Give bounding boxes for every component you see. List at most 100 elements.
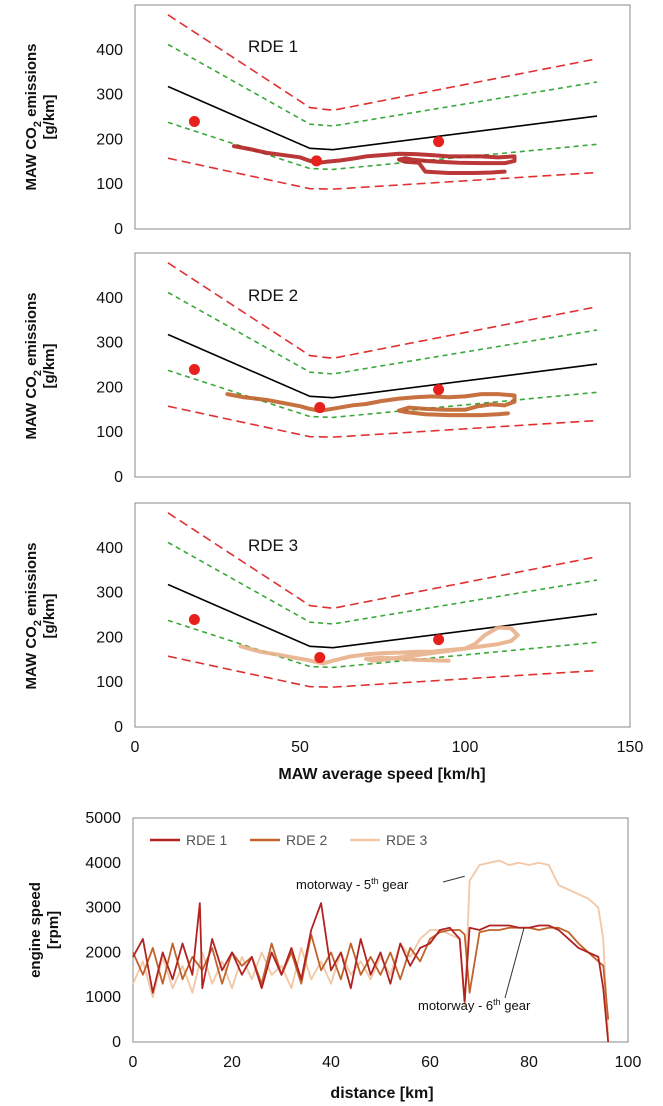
rde2-title: RDE 2: [248, 286, 298, 305]
y-tick-label: 4000: [85, 855, 121, 872]
x-tick-label: 60: [421, 1054, 439, 1071]
engine-y-label-line1: engine speed: [27, 882, 44, 978]
y-tick-label: 0: [112, 1034, 121, 1051]
series-line-rde-3: [132, 859, 610, 1038]
rde2-y-label-line2: [g/km]: [41, 343, 58, 388]
x-tick-label: 20: [223, 1054, 241, 1071]
engine-x-label: distance [km]: [330, 1085, 433, 1102]
legend-label: RDE 1: [186, 832, 227, 848]
engine-legend: RDE 1 RDE 2 RDE 3: [150, 832, 427, 848]
y-tick-label: 5000: [85, 810, 121, 827]
reference-point: [188, 613, 200, 625]
characteristic-curve: [167, 85, 598, 151]
series-line-rde-2: [132, 926, 610, 1020]
x-tick-label: 80: [520, 1054, 538, 1071]
green-upper-tolerance-line: [167, 43, 598, 127]
reference-point: [433, 136, 445, 148]
x-tick-label: 150: [617, 739, 644, 756]
engine-plot-area: [132, 817, 629, 1043]
green-lower-tolerance-line: [167, 619, 598, 669]
y-tick-label: 400: [96, 540, 123, 557]
rde1-reference-points: [188, 115, 445, 167]
x-tick-label: 100: [615, 1054, 642, 1071]
annotation-6th-gear-leader: [504, 927, 525, 999]
rde1-title: RDE 1: [248, 37, 298, 56]
x-tick-label: 100: [452, 739, 479, 756]
red-upper-limit-line: [167, 262, 598, 360]
reference-point: [311, 155, 322, 167]
green-lower-tolerance-line: [167, 369, 598, 419]
annotation-superscript: th: [493, 997, 501, 1007]
y-tick-label: 300: [96, 585, 123, 602]
annotation-superscript: th: [371, 876, 379, 886]
rde3-title: RDE 3: [248, 536, 298, 555]
rde2-panel: RDE 2 0 100 200 300 400 MAW CO2 emissions [g…: [23, 252, 631, 486]
red-lower-limit-line: [167, 655, 598, 688]
rde3-y-ticks: 0 100 200 300 400: [96, 540, 123, 736]
rde3-y-label-line1: MAW CO2 emissions: [23, 543, 44, 690]
red-lower-limit-line: [167, 405, 598, 438]
y-tick-label: 3000: [85, 900, 121, 917]
annotation-text-tail: gear: [501, 998, 531, 1013]
rde3-y-label-line2: [g/km]: [41, 593, 58, 638]
y-tick-label: 100: [96, 176, 123, 193]
annotation-text: motorway - 6: [418, 998, 493, 1013]
red-upper-limit-line: [167, 14, 598, 112]
rde3-reference-curves: [167, 512, 598, 688]
y-tick-label: 300: [96, 87, 123, 104]
annotation-text: motorway - 5: [296, 877, 371, 892]
engine-y-ticks: 0 1000 2000 3000 4000 5000: [85, 810, 121, 1051]
reference-point: [188, 115, 200, 127]
y-tick-label: 200: [96, 131, 123, 148]
x-tick-label: 0: [131, 739, 140, 756]
y-tick-label: 1000: [85, 989, 121, 1006]
rde2-reference-points: [188, 363, 445, 414]
engine-speed-panel: 0 1000 2000 3000 4000 5000 0 20 40 60 80 100 RDE 1…: [27, 810, 641, 1102]
reference-point: [433, 634, 445, 646]
annotation-5th-gear: motorway - 5th gear: [296, 876, 409, 892]
rde1-y-label-line1: MAW CO2 emissions: [23, 44, 44, 191]
y-tick-label: 200: [96, 379, 123, 396]
legend-label: RDE 2: [286, 832, 327, 848]
green-upper-tolerance-line: [167, 541, 598, 625]
annotation-text-tail: gear: [379, 877, 409, 892]
y-tick-label: 0: [114, 719, 123, 736]
rde3-x-label: MAW average speed [km/h]: [278, 766, 485, 783]
y-tick-label: 100: [96, 424, 123, 441]
y-tick-label: 2000: [85, 944, 121, 961]
reference-point: [314, 402, 326, 414]
rde2-y-label-line1: MAW CO2 emissions: [23, 293, 44, 440]
rde1-y-label-line2: [g/km]: [41, 94, 58, 139]
rde3-reference-points: [188, 613, 445, 664]
rde2-y-ticks: 0 100 200 300 400: [96, 290, 123, 486]
x-tick-label: 40: [322, 1054, 340, 1071]
rde3-x-ticks: 0 50 100 150: [131, 739, 644, 756]
x-tick-label: 0: [129, 1054, 138, 1071]
rde2-reference-curves: [167, 262, 598, 438]
y-tick-label: 0: [114, 221, 123, 238]
rde1-panel: RDE 1 0 100 200 300 400 MAW CO2 emissions [g…: [23, 4, 631, 238]
y-tick-label: 200: [96, 629, 123, 646]
y-tick-label: 400: [96, 42, 123, 59]
series-line-rde-1: [132, 902, 610, 1043]
green-upper-tolerance-line: [167, 291, 598, 375]
engine-series: [132, 859, 610, 1043]
reference-point: [433, 384, 445, 396]
red-lower-limit-line: [167, 157, 598, 190]
rde3-panel: RDE 3 0 100 200 300 400 0 50 100 150 MAW CO2 em…: [23, 502, 644, 783]
y-tick-label: 400: [96, 290, 123, 307]
y-tick-label: 0: [114, 469, 123, 486]
rde1-y-ticks: 0 100 200 300 400: [96, 42, 123, 238]
legend-label: RDE 3: [386, 832, 427, 848]
y-tick-label: 100: [96, 674, 123, 691]
x-tick-label: 50: [291, 739, 309, 756]
red-upper-limit-line: [167, 512, 598, 610]
reference-point: [314, 652, 326, 664]
annotation-6th-gear: motorway - 6th gear: [418, 997, 531, 1013]
characteristic-curve: [167, 333, 598, 399]
annotation-5th-gear-leader: [442, 875, 465, 883]
reference-point: [188, 363, 200, 375]
engine-x-ticks: 0 20 40 60 80 100: [129, 1054, 642, 1071]
